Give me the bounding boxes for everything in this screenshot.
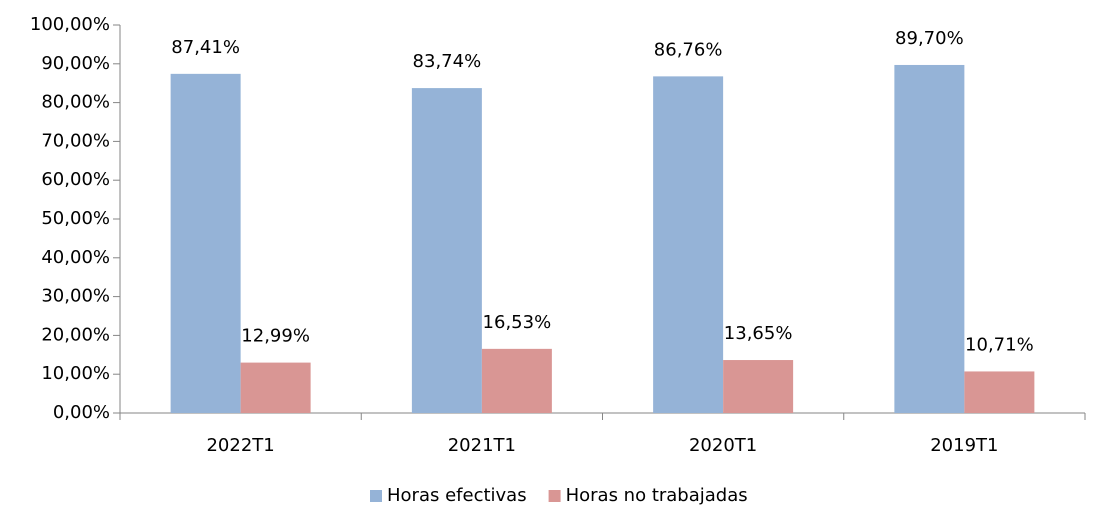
value-label: 86,76% bbox=[654, 39, 723, 60]
x-tick-label: 2020T1 bbox=[689, 435, 757, 456]
y-tick-label: 70,00% bbox=[41, 130, 110, 151]
bar bbox=[723, 360, 794, 413]
bar bbox=[481, 348, 552, 413]
bar bbox=[170, 73, 241, 414]
x-tick-label: 2019T1 bbox=[930, 435, 998, 456]
value-label: 83,74% bbox=[413, 51, 482, 72]
legend-label: Horas efectivas bbox=[387, 485, 527, 506]
bar bbox=[411, 88, 482, 413]
y-tick-label: 30,00% bbox=[41, 286, 110, 307]
y-tick-label: 100,00% bbox=[30, 14, 110, 35]
value-label: 12,99% bbox=[241, 326, 310, 347]
legend-swatch bbox=[548, 490, 561, 502]
value-label: 87,41% bbox=[171, 37, 240, 58]
y-tick-label: 40,00% bbox=[41, 247, 110, 268]
y-tick-label: 0,00% bbox=[53, 402, 110, 423]
y-tick-label: 50,00% bbox=[41, 208, 110, 229]
bar bbox=[653, 76, 724, 413]
y-tick-label: 20,00% bbox=[41, 324, 110, 345]
x-tick-label: 2021T1 bbox=[448, 435, 516, 456]
bar bbox=[240, 362, 311, 413]
value-label: 89,70% bbox=[895, 28, 964, 49]
bar bbox=[964, 371, 1035, 413]
value-label: 13,65% bbox=[724, 323, 793, 344]
x-tick-label: 2022T1 bbox=[206, 435, 274, 456]
y-tick-label: 10,00% bbox=[41, 363, 110, 384]
y-tick-label: 90,00% bbox=[41, 53, 110, 74]
value-label: 16,53% bbox=[483, 312, 552, 333]
value-label: 10,71% bbox=[965, 334, 1034, 355]
y-tick-label: 60,00% bbox=[41, 169, 110, 190]
legend-swatch bbox=[370, 490, 382, 502]
bar bbox=[894, 64, 965, 414]
y-tick-label: 80,00% bbox=[41, 92, 110, 113]
legend-label: Horas no trabajadas bbox=[566, 485, 748, 506]
